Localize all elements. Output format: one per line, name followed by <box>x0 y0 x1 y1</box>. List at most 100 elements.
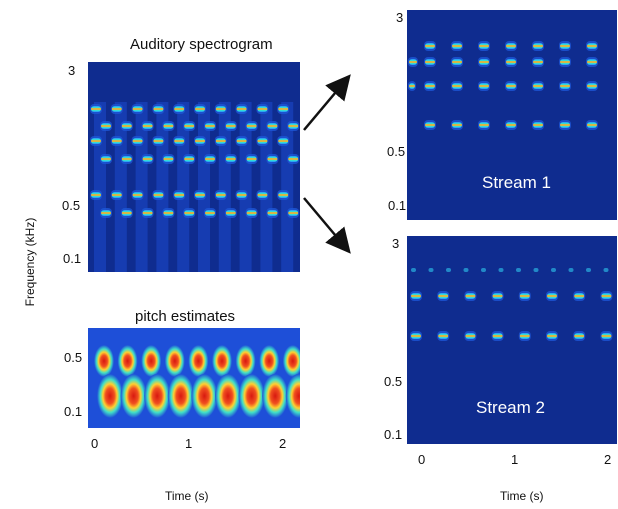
stream1-harmonic <box>479 59 489 65</box>
spec-harmonic <box>101 156 111 162</box>
spec-harmonic <box>184 156 195 162</box>
stream1-harmonic <box>560 83 570 89</box>
spec-harmonic <box>246 210 257 216</box>
pitch-lower-blob <box>285 374 300 418</box>
spec-harmonic <box>225 210 236 216</box>
pitch-xtick-1: 1 <box>185 436 193 451</box>
spec-harmonic <box>121 210 132 216</box>
stream1-harmonic <box>479 83 489 89</box>
stream1-harmonic <box>425 122 435 128</box>
stream2-harmonic <box>574 293 585 299</box>
stream1-harmonic <box>506 43 516 49</box>
stream1-harmonic <box>425 59 435 65</box>
spec-harmonic <box>132 192 143 198</box>
stream2-harmonic <box>465 333 476 339</box>
spec-harmonic <box>236 138 247 144</box>
stream2-panel: Stream 2 <box>407 236 617 444</box>
stream2-harmonic <box>411 333 421 339</box>
y-axis-label: Frequency (kHz) <box>23 217 37 307</box>
stream2-ytick-3: 3 <box>392 236 400 251</box>
spec-harmonic <box>267 210 278 216</box>
stream1-harmonic <box>587 122 597 128</box>
spec-harmonic <box>236 192 247 198</box>
spec-harmonic <box>163 210 174 216</box>
spec-harmonic <box>142 123 153 129</box>
spec-harmonic <box>111 192 122 198</box>
spectrogram-title: Auditory spectrogram <box>130 36 273 53</box>
stream2-harmonic <box>492 293 503 299</box>
stream1-harmonic <box>479 122 489 128</box>
stream1-harmonic <box>587 59 597 65</box>
stream1-label: Stream 1 <box>482 173 551 192</box>
pitch-lower-blob <box>215 374 241 418</box>
stream2-xtick-0: 0 <box>418 452 426 467</box>
arrow-to-stream2 <box>303 197 351 254</box>
stream1-harmonic <box>506 59 516 65</box>
stream2-label: Stream 2 <box>476 398 545 417</box>
stream2-faint-mark <box>568 268 574 272</box>
stream1-ytick-0-1: 0.1 <box>388 198 407 213</box>
spec-harmonic <box>153 138 164 144</box>
spec-harmonic <box>278 192 289 198</box>
stream1-harmonic <box>560 122 570 128</box>
x-axis-label-right: Time (s) <box>500 489 544 503</box>
stream1-harmonic <box>533 59 543 65</box>
x-axis-label-left: Time (s) <box>165 489 209 503</box>
stream1-harmonic <box>533 43 543 49</box>
stream2-harmonic <box>547 293 557 299</box>
spec-harmonic <box>91 138 101 144</box>
spec-harmonic <box>163 156 174 162</box>
stream2-faint-mark <box>428 268 434 272</box>
spec-harmonic <box>257 192 268 198</box>
spec-harmonic <box>246 156 257 162</box>
stream1-harmonic <box>533 83 543 89</box>
pitch-upper-blob <box>117 345 138 377</box>
spec-harmonic <box>278 138 289 144</box>
spec-harmonic <box>91 106 101 112</box>
spec-harmonic <box>195 138 205 144</box>
spec-harmonic <box>257 106 268 112</box>
pitch-title: pitch estimates <box>135 308 236 325</box>
stream1-harmonic <box>425 83 435 89</box>
spec-harmonic <box>91 192 101 198</box>
stream2-harmonic <box>411 293 421 299</box>
spectrogram-ytick-0-1: 0.1 <box>63 251 82 266</box>
pitch-ytick-0-5: 0.5 <box>64 350 83 365</box>
stream2-image <box>407 236 617 444</box>
stream1-harmonic <box>452 43 462 49</box>
spec-harmonic <box>215 138 226 144</box>
stream1-harmonic <box>452 83 462 89</box>
pitch-image <box>88 328 300 428</box>
spec-harmonic <box>288 156 299 162</box>
stream2-faint-mark <box>411 268 416 272</box>
stream1-ytick-3: 3 <box>396 10 404 25</box>
stream2-faint-mark <box>446 268 451 272</box>
spec-harmonic <box>174 192 185 198</box>
arrow-to-stream1 <box>303 74 351 131</box>
pitch-upper-blob <box>235 345 256 377</box>
spectrogram-panel <box>88 62 300 272</box>
stream1-harmonic <box>452 59 462 65</box>
stream1-ytick-0-5: 0.5 <box>387 144 406 159</box>
spec-harmonic <box>153 192 164 198</box>
stream2-faint-mark <box>533 268 539 272</box>
pitch-xtick-0: 0 <box>91 436 99 451</box>
spectrogram-image <box>88 62 300 272</box>
arrows <box>303 74 351 254</box>
spec-harmonic <box>195 192 205 198</box>
stream1-harmonic <box>409 59 417 65</box>
spec-harmonic <box>215 192 226 198</box>
spec-harmonic <box>246 123 257 129</box>
pitch-lower-blob <box>167 374 194 418</box>
stream2-harmonic <box>601 333 612 339</box>
stream2-faint-mark <box>551 268 556 272</box>
spec-harmonic <box>184 123 195 129</box>
spec-harmonic <box>267 156 278 162</box>
spec-harmonic <box>101 123 111 129</box>
spec-harmonic <box>174 138 185 144</box>
stream2-ytick-0-5: 0.5 <box>384 374 403 389</box>
pitch-upper-blob <box>259 345 280 377</box>
spec-harmonic <box>142 210 153 216</box>
spec-harmonic <box>257 138 268 144</box>
stream1-harmonic <box>533 122 543 128</box>
